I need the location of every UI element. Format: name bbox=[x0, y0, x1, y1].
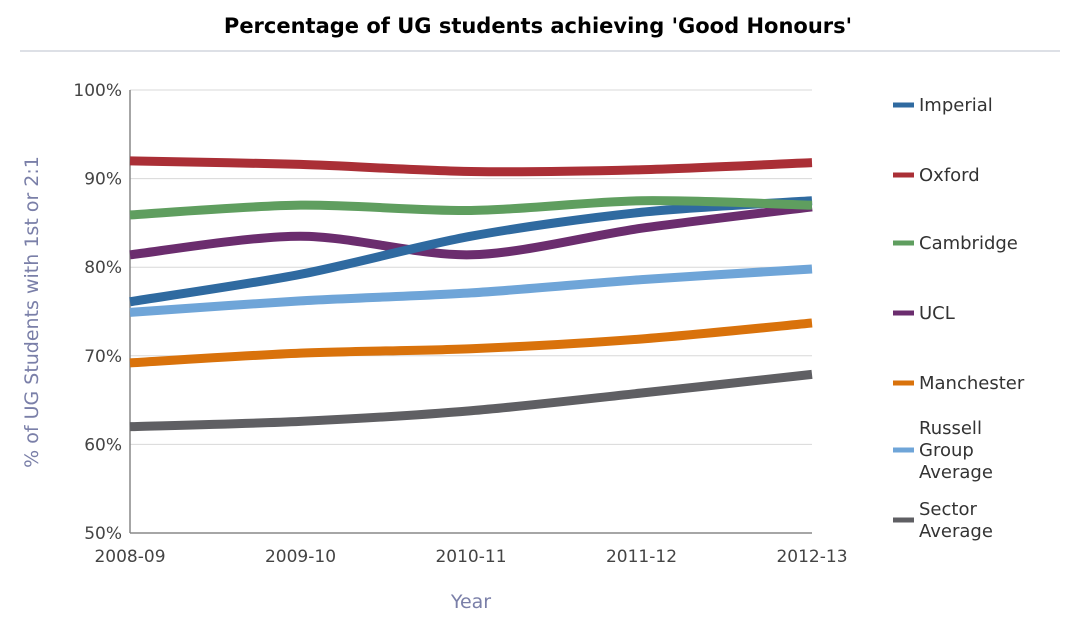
y-tick-label: 70% bbox=[84, 347, 122, 367]
x-tick-label: 2010-11 bbox=[435, 547, 506, 567]
y-tick-label: 90% bbox=[84, 170, 122, 190]
series-line-sector-average bbox=[129, 369, 813, 432]
series-line-russell-group-average bbox=[129, 264, 813, 317]
legend-label: Sector bbox=[919, 499, 977, 520]
x-tick-label: 2009-10 bbox=[265, 547, 336, 567]
y-tick-label: 100% bbox=[73, 81, 122, 101]
series-line-oxford bbox=[129, 156, 813, 177]
chart-title: Percentage of UG students achieving 'Goo… bbox=[223, 14, 853, 38]
legend-label: Imperial bbox=[919, 95, 993, 116]
y-tick-label: 60% bbox=[84, 435, 122, 455]
x-tick-label: 2008-09 bbox=[94, 547, 165, 567]
x-axis-title: Year bbox=[450, 591, 491, 613]
y-tick-label: 50% bbox=[84, 524, 122, 544]
legend-label: Average bbox=[919, 521, 993, 542]
series-line-ucl bbox=[129, 202, 813, 260]
y-axis-title: % of UG Students with 1st or 2:1 bbox=[21, 156, 43, 468]
y-tick-label: 80% bbox=[84, 258, 122, 278]
x-tick-label: 2012-13 bbox=[776, 547, 847, 567]
legend-label: Cambridge bbox=[919, 233, 1018, 254]
title-divider bbox=[20, 50, 1060, 52]
legend-label: Manchester bbox=[919, 373, 1025, 394]
legend-label: Group bbox=[919, 440, 974, 461]
series-line-cambridge bbox=[129, 196, 813, 220]
legend-label: Average bbox=[919, 462, 993, 483]
legend-label: Oxford bbox=[919, 165, 980, 186]
series-line-manchester bbox=[129, 318, 813, 368]
x-tick-label: 2011-12 bbox=[606, 547, 677, 567]
series-line-imperial bbox=[129, 196, 813, 307]
legend-label: UCL bbox=[919, 303, 955, 324]
legend-label: Russell bbox=[919, 418, 982, 439]
